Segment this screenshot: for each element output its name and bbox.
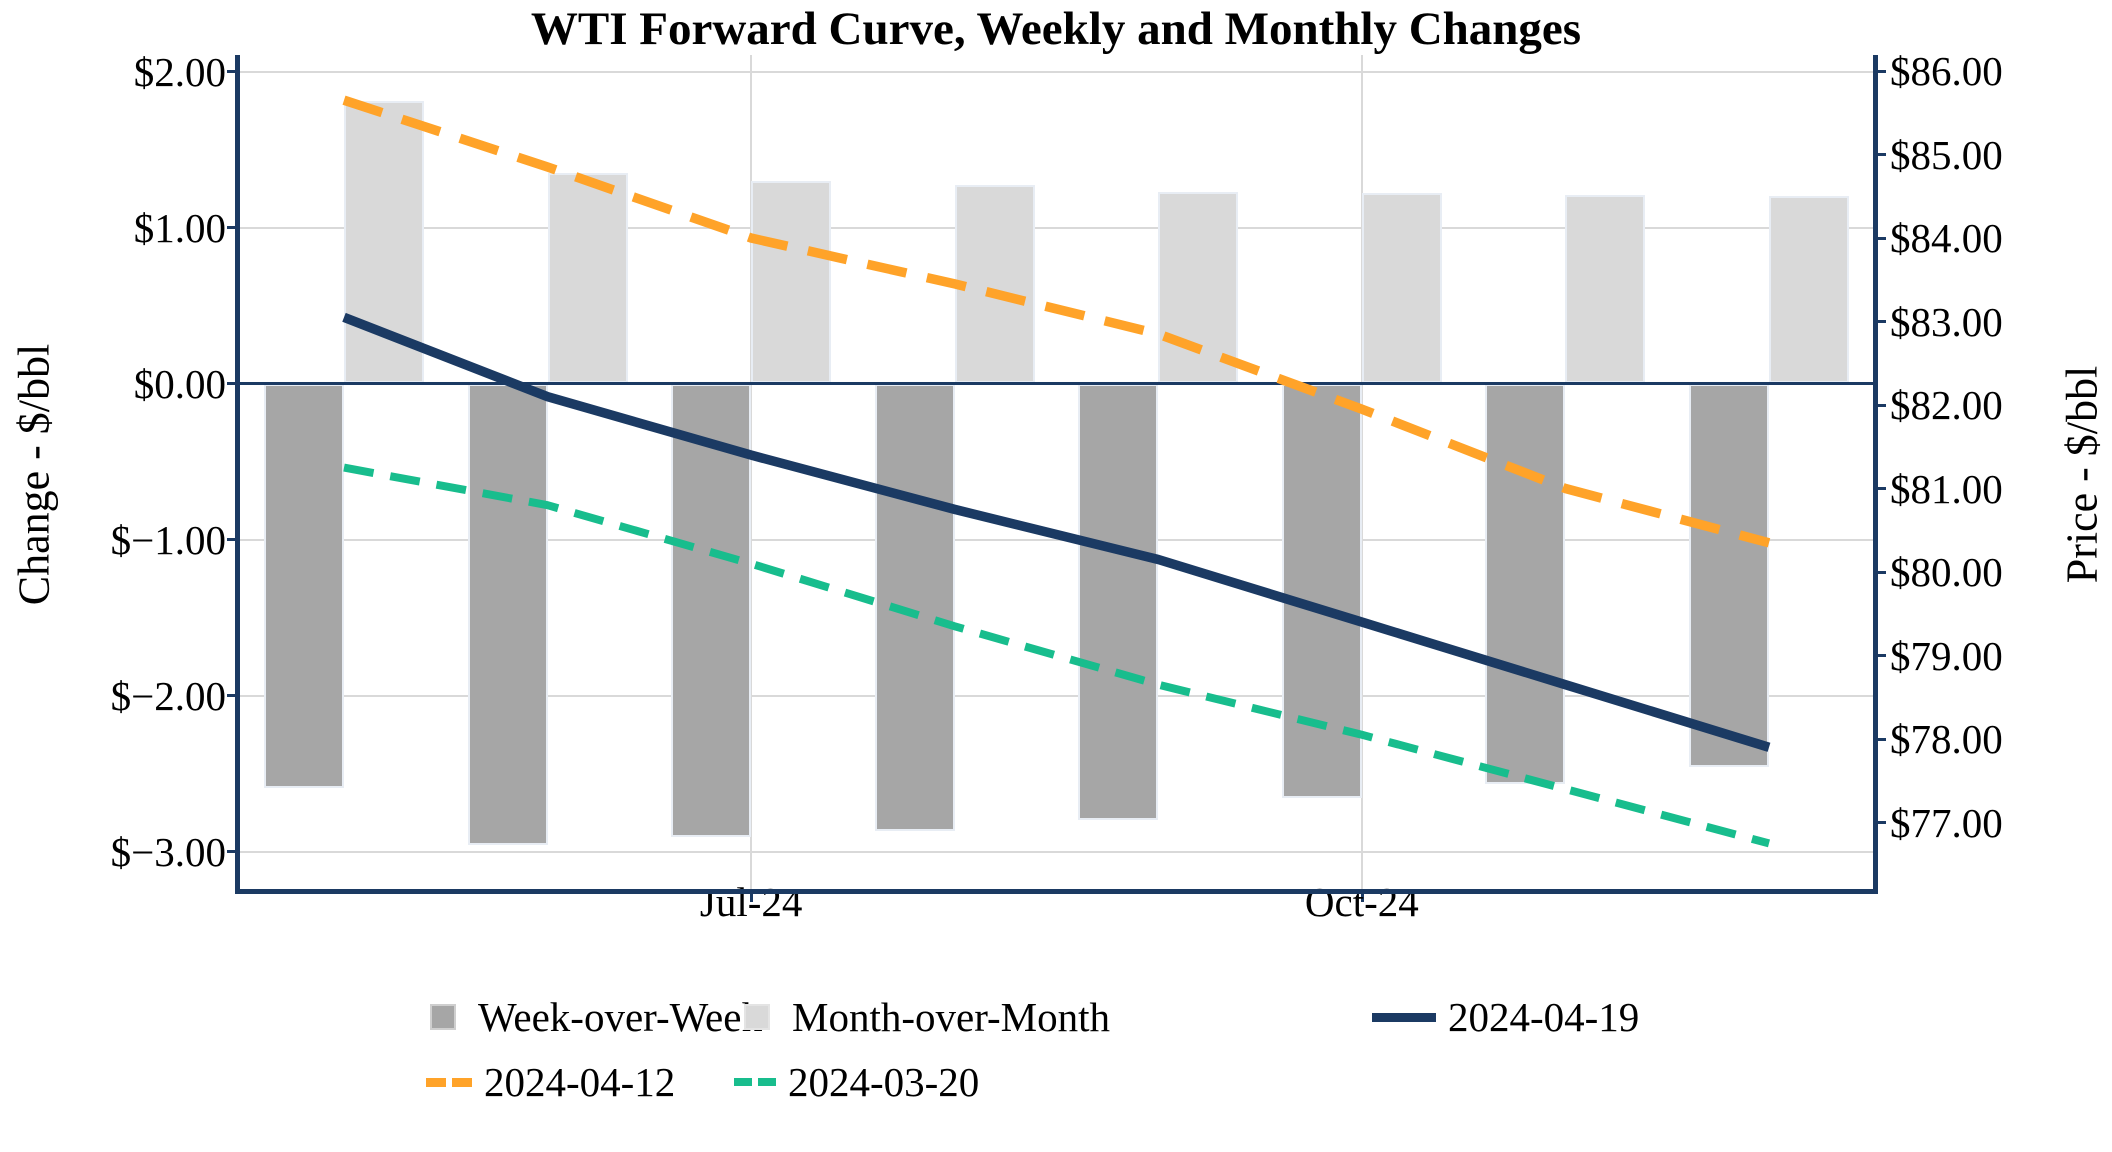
bar-week-over-week [671,383,752,838]
left-axis-tick [227,226,240,229]
left-axis-tick-label: $−3.00 [110,828,226,875]
legend-swatch-month-over-month [744,1004,770,1030]
right-axis-tick-label: $82.00 [1890,382,2003,428]
legend-swatch-week-over-week [430,1004,456,1030]
right-axis-tick-label: $80.00 [1890,549,2003,595]
bar-week-over-week [1689,383,1769,768]
left-axis-tick-label: $1.00 [133,204,226,251]
right-axis-tick [1873,570,1886,574]
right-axis-tick [1873,821,1886,824]
bar-month-over-month [344,101,424,384]
plot-border-left [235,55,240,894]
gridline-horizontal [240,70,1873,73]
right-axis-tick-label: $81.00 [1890,465,2003,512]
right-axis-tick-label: $83.00 [1890,298,2003,345]
right-axis-tick [1873,320,1886,323]
right-axis-tick [1873,654,1886,657]
right-axis-tick [1873,236,1886,240]
legend-label-2024-04-12: 2024-04-12 [484,1059,676,1105]
right-axis-tick-label: $79.00 [1890,632,2003,679]
right-axis-tick-label: $86.00 [1890,48,2003,94]
left-axis-tick [227,538,240,541]
bar-month-over-month [1769,196,1849,384]
left-axis-tick-label: $0.00 [133,360,226,407]
left-axis-tick [227,382,240,385]
left-axis-tick-label: $2.00 [133,48,226,95]
x-axis-tick-label: Jul-24 [699,879,803,925]
legend-dash-sample-2024-04-12 [426,1078,472,1087]
left-axis-tick [227,70,240,73]
legend-label-week-over-week: Week-over-Week [478,994,762,1040]
bar-week-over-week [264,383,344,788]
x-axis-tick [750,889,754,902]
chart-title: WTI Forward Curve, Weekly and Monthly Ch… [530,3,1582,55]
right-axis-tick [1873,403,1886,407]
bar-week-over-week [1281,383,1362,799]
bar-week-over-week [874,383,955,832]
right-axis-tick [1873,487,1886,490]
left-axis-title: Change - $/bbl [9,343,59,606]
right-axis-tick [1873,153,1886,156]
right-axis-tick [1873,69,1886,73]
bar-month-over-month [954,185,1035,384]
legend-dash-sample-2024-03-20 [734,1078,776,1086]
right-axis-tick-label: $77.00 [1890,799,2003,846]
legend-line-sample-2024-04-19 [1372,1013,1436,1022]
gridline-horizontal [240,850,1873,853]
legend-label-month-over-month: Month-over-Month [792,994,1111,1040]
bar-week-over-week [1078,383,1159,821]
plot-border-right [1873,55,1878,894]
x-axis-tick-label: Oct-24 [1304,879,1419,925]
right-axis-tick-label: $78.00 [1890,716,2003,762]
bar-month-over-month [1158,191,1239,384]
right-axis-tick [1873,737,1886,741]
legend-label-2024-03-20: 2024-03-20 [788,1059,980,1105]
zero-line [240,382,1873,385]
bar-month-over-month [547,172,628,384]
left-axis-tick-label: $−1.00 [110,516,226,563]
right-axis-title: Price - $/bbl [2057,365,2107,584]
left-axis-tick [227,694,240,697]
bar-week-over-week [467,383,548,846]
x-axis-tick [1360,889,1364,902]
bar-month-over-month [751,180,832,384]
bar-month-over-month [1361,193,1442,384]
plot-border-bottom [235,889,1878,894]
bar-week-over-week [1485,383,1566,785]
left-axis-tick-label: $−2.00 [110,672,226,719]
bar-month-over-month [1565,194,1646,384]
left-axis-tick [227,850,240,853]
right-axis-tick-label: $84.00 [1890,215,2003,261]
legend-label-2024-04-19: 2024-04-19 [1448,994,1640,1040]
right-axis-tick-label: $85.00 [1890,131,2003,178]
